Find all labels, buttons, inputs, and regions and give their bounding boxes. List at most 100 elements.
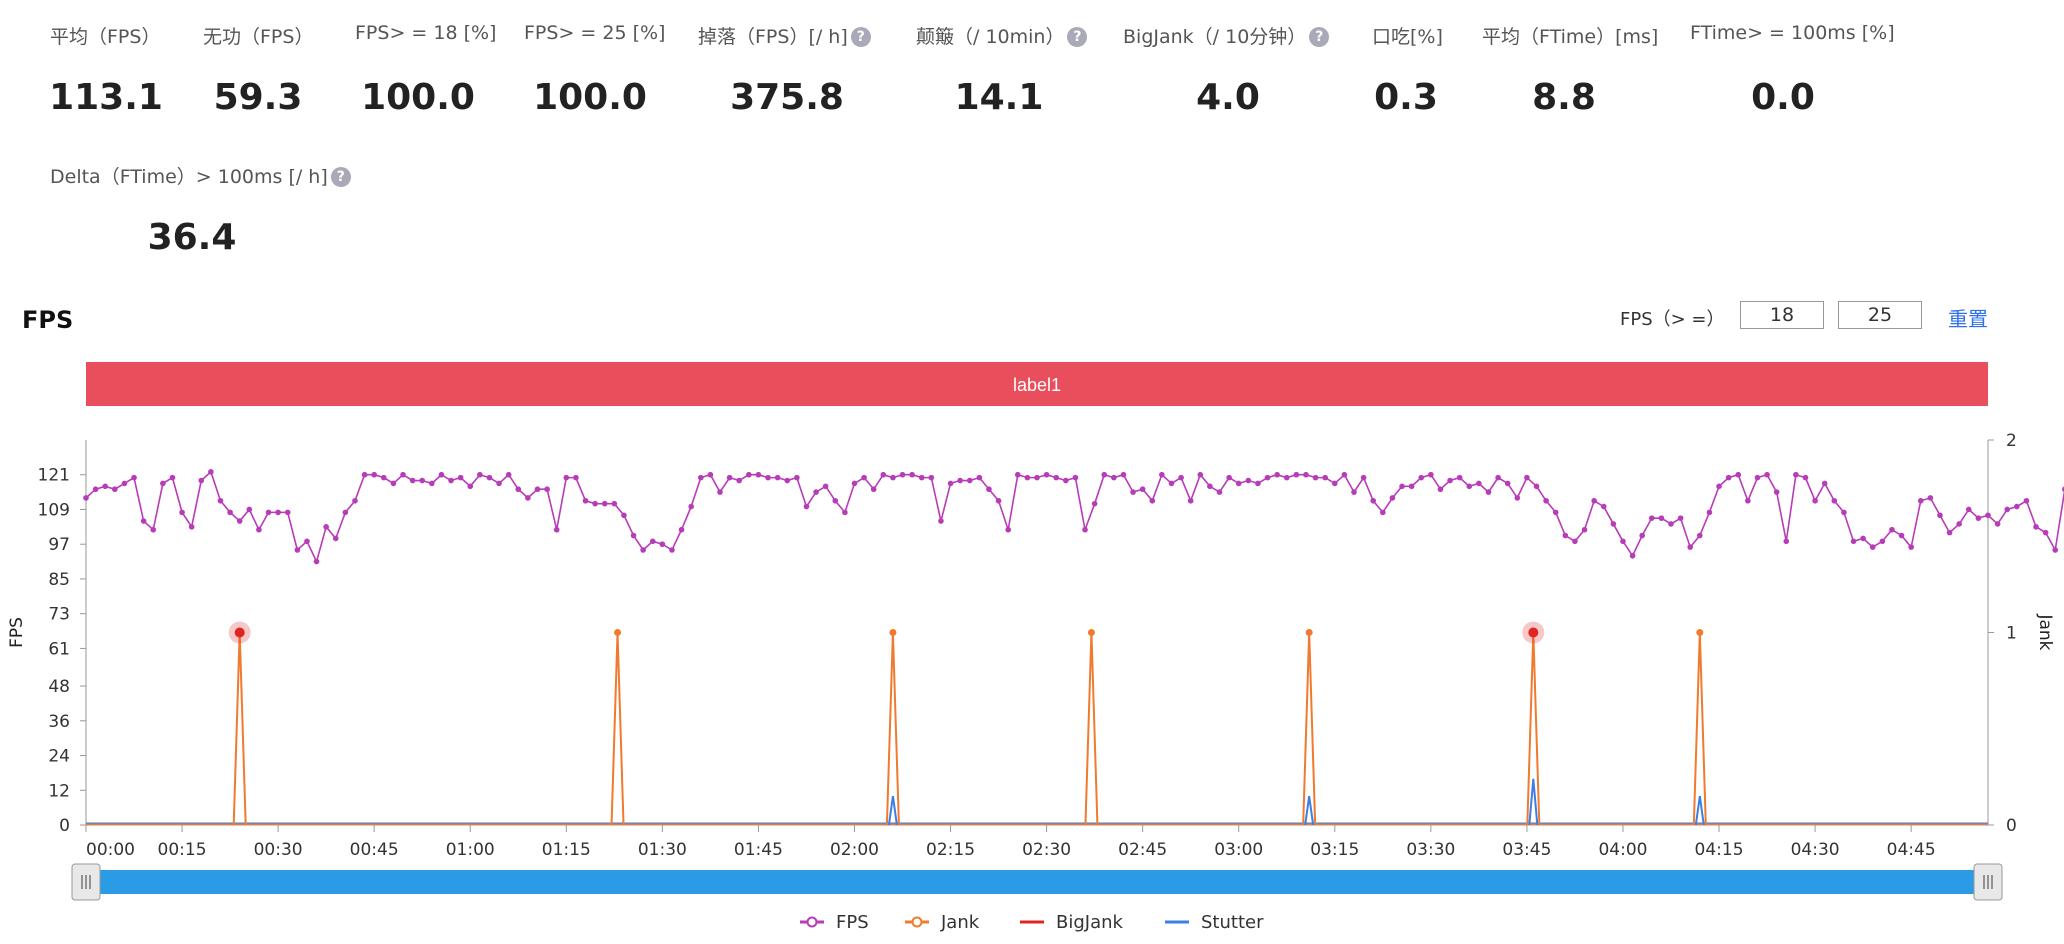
fps-point [1283, 474, 1290, 481]
fps-point [1187, 497, 1194, 504]
fps-point [1130, 489, 1136, 495]
metric-value: 4.0 [1196, 77, 1260, 118]
fps-point [909, 471, 915, 478]
range-handle-left[interactable] [71, 863, 101, 901]
fps-point [1293, 471, 1300, 478]
fps-point [390, 480, 397, 487]
fps-point [1341, 471, 1348, 478]
x-tick-label: 00:00 [86, 840, 135, 860]
help-question-icon[interactable]: ? [1067, 27, 1088, 47]
help-question-icon[interactable]: ? [1309, 27, 1330, 47]
fps-point [380, 474, 387, 481]
fps-point [688, 503, 694, 510]
x-tick-label: 02:15 [926, 840, 975, 860]
fps-point [1985, 512, 1991, 519]
fps-point [131, 474, 137, 481]
fps-point [707, 471, 714, 478]
fps-point [1408, 483, 1415, 490]
metric-value: 113.1 [49, 77, 163, 118]
fps-point [1255, 480, 1261, 487]
fps-point [1793, 471, 1799, 478]
fps-point [486, 474, 493, 481]
fps-point [1898, 532, 1905, 539]
legend-item-bigjank[interactable]: BigJank [1020, 912, 1124, 933]
x-tick-label: 03:45 [1502, 840, 1551, 860]
x-tick-label: 01:00 [446, 840, 495, 860]
metric-label: BigJank（/ 10分钟）? [1123, 22, 1330, 49]
x-tick-label: 04:45 [1887, 840, 1936, 860]
x-tick-label: 03:15 [1310, 840, 1359, 860]
x-tick-label: 02:45 [1118, 840, 1167, 860]
metric-label-text: BigJank（/ 10分钟） [1123, 26, 1307, 48]
legend-item-stutter[interactable]: Stutter [1165, 912, 1264, 933]
fps-point [1927, 495, 1934, 501]
metric-label: FTime> = 100ms [%] [1690, 22, 1895, 44]
y-tick-label: 85 [48, 570, 70, 590]
fps-point [1677, 515, 1684, 521]
metric-label: 无功（FPS） [203, 22, 313, 49]
metric-value: 0.3 [1374, 77, 1438, 118]
fps-point [736, 477, 743, 484]
fps-point [179, 509, 185, 516]
fps-point [1620, 538, 1626, 545]
fps-point [1043, 471, 1050, 478]
fps-point [265, 509, 272, 516]
y2-tick-label: 0 [2006, 816, 2017, 836]
fps-point [1149, 497, 1156, 504]
fps-threshold-input-2[interactable] [1838, 301, 1922, 329]
fps-point [976, 474, 983, 481]
fps-point [112, 486, 118, 493]
fps-point [822, 483, 829, 490]
fps-point [1514, 495, 1521, 501]
fps-point [1581, 526, 1588, 533]
fps-point [400, 471, 406, 478]
metric-value: 100.0 [533, 77, 647, 118]
fps-point [995, 497, 1002, 504]
fps-point [1841, 509, 1847, 516]
fps-point [429, 480, 435, 487]
fps-point [765, 474, 771, 481]
fps-series-line [85, 470, 2064, 564]
reset-button[interactable]: 重置 [1948, 307, 1988, 331]
legend-item-jank[interactable]: Jank [905, 912, 980, 933]
fps-threshold-input-1[interactable] [1740, 301, 1824, 329]
fps-point [1956, 521, 1962, 527]
fps-point [1091, 500, 1098, 507]
range-handle-right[interactable] [1973, 863, 2003, 901]
jank-spike [1084, 632, 1099, 826]
fps-point [563, 474, 570, 481]
stutter-spike [1304, 795, 1315, 826]
help-question-icon[interactable]: ? [850, 27, 871, 47]
fps-point [1812, 497, 1818, 504]
fps-point [582, 497, 589, 504]
jank-spike [232, 632, 247, 826]
fps-point [1159, 471, 1165, 478]
range-slider-track [86, 870, 1988, 894]
legend-item-fps[interactable]: FPS [800, 912, 869, 933]
legend-label: BigJank [1056, 912, 1124, 933]
fps-point [438, 471, 445, 478]
fps-point [630, 532, 637, 539]
fps-point [1869, 544, 1876, 550]
fps-point [1937, 512, 1943, 519]
fps-point [1629, 552, 1636, 559]
fps-point [505, 471, 512, 478]
fps-point [1802, 474, 1809, 481]
fps-point [1543, 497, 1549, 504]
metric-label: 颠簸（/ 10min）? [916, 22, 1088, 49]
y-tick-label: 121 [38, 466, 70, 486]
fps-point [1773, 489, 1780, 495]
fps-point [525, 495, 531, 501]
help-question-icon[interactable]: ? [330, 167, 351, 187]
fps-point [640, 547, 646, 553]
fps-point [515, 486, 522, 493]
fps-point [1831, 497, 1838, 504]
fps-point [169, 474, 176, 481]
fps-point [342, 509, 349, 516]
fps-point [1879, 538, 1886, 545]
bigjank-point [234, 627, 245, 638]
fps-point [1072, 474, 1079, 481]
fps-point [1322, 474, 1328, 481]
fps-point [2023, 497, 2030, 504]
